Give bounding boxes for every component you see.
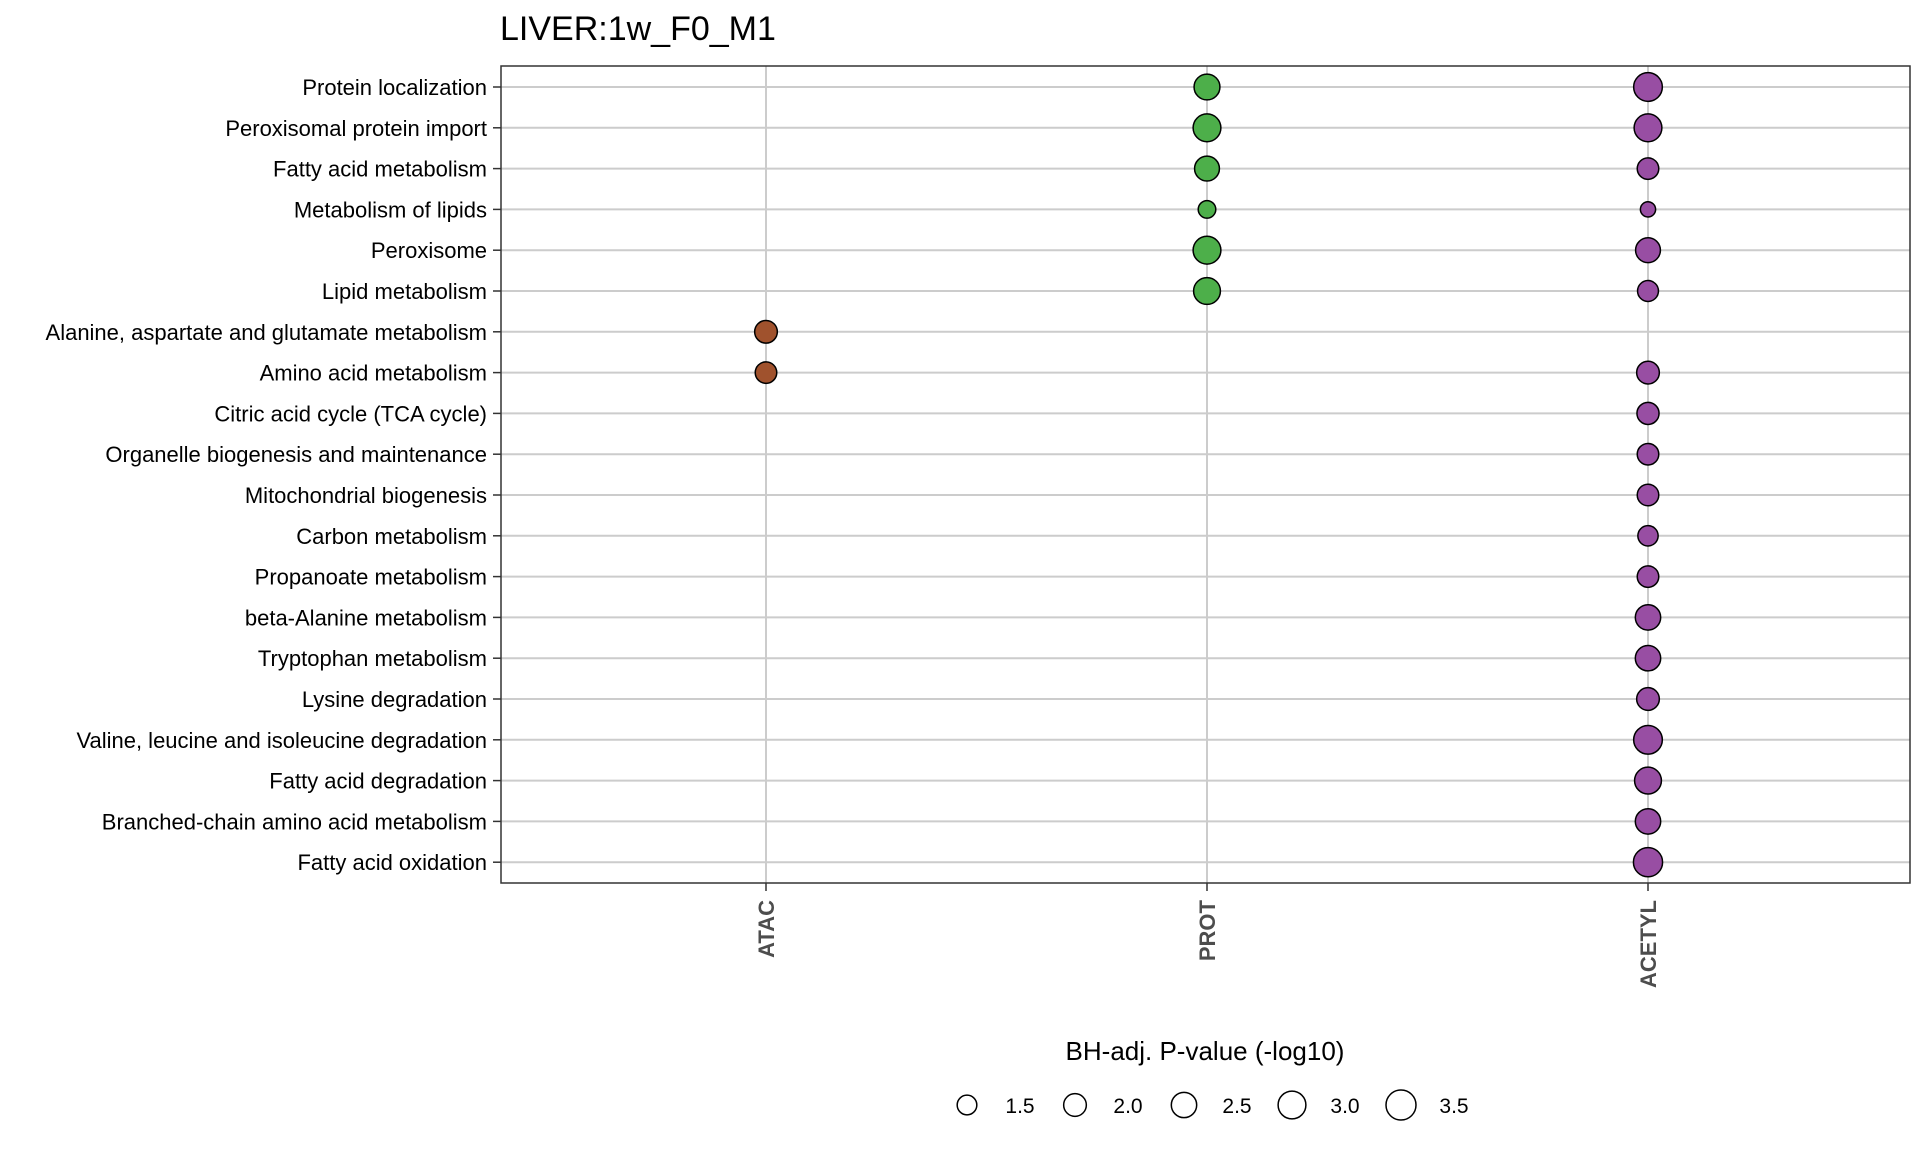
x-tick-label: PROT [1195, 899, 1220, 961]
legend-items: 1.5 2.0 2.5 3.0 3.5 [956, 1089, 1469, 1121]
bubble-acetyl [1634, 807, 1662, 835]
y-tick-label: Peroxisomal protein import [225, 116, 487, 141]
bubble-acetyl [1636, 279, 1660, 303]
x-tick-label: ACETYL [1636, 900, 1661, 988]
y-tick-label: Lipid metabolism [322, 279, 487, 304]
y-axis: Protein localization Peroxisomal protein … [46, 75, 501, 875]
bubble-prot [1193, 73, 1221, 101]
bubble-acetyl [1632, 724, 1664, 755]
y-tick-label: Valine, leucine and isoleucine degradati… [76, 728, 487, 753]
x-axis: ATAC PROT ACETYL [754, 883, 1661, 988]
bubble-prot [1192, 113, 1222, 143]
y-tick-label: Propanoate metabolism [255, 565, 487, 590]
bubble-acetyl [1636, 483, 1660, 507]
legend-key [1170, 1091, 1198, 1119]
y-tick-label: Metabolism of lipids [294, 197, 487, 222]
legend-key [956, 1094, 978, 1116]
panel-border [500, 65, 1911, 884]
y-tick-label: Alanine, aspartate and glutamate metabol… [46, 320, 487, 345]
y-tick-label: Amino acid metabolism [260, 361, 487, 386]
legend-label: 2.0 [1113, 1095, 1142, 1118]
y-tick-label: Citric acid cycle (TCA cycle) [214, 401, 487, 426]
bubble-acetyl [1635, 686, 1661, 712]
bubble-acetyl [1634, 644, 1662, 672]
y-tick-label: Mitochondrial biogenesis [245, 483, 487, 508]
legend-title: BH-adj. P-value (-log10) [1066, 1036, 1345, 1066]
y-tick-label: Carbon metabolism [296, 524, 487, 549]
y-tick-label: Fatty acid oxidation [297, 850, 487, 875]
legend-key [1277, 1090, 1307, 1120]
y-tick-label: Protein localization [302, 75, 487, 100]
bubble-prot [1197, 199, 1217, 219]
y-tick-label: beta-Alanine metabolism [245, 605, 487, 630]
legend-label: 3.0 [1330, 1095, 1359, 1118]
bubble-acetyl [1639, 201, 1657, 218]
bubble-acetyl [1632, 71, 1664, 103]
bubble-acetyl [1633, 113, 1663, 143]
legend-key [1385, 1089, 1417, 1121]
bubble-acetyl [1636, 565, 1660, 589]
y-tick-label: Branched-chain amino acid metabolism [102, 809, 487, 834]
x-tick-label: ATAC [754, 900, 779, 958]
y-tick-label: Fatty acid degradation [269, 769, 487, 794]
y-tick-label: Fatty acid metabolism [273, 157, 487, 182]
bubble-acetyl [1636, 442, 1660, 466]
bubble-acetyl [1634, 603, 1662, 631]
bubble-prot [1192, 235, 1222, 265]
y-tick-label: Lysine degradation [302, 687, 487, 712]
bubble-acetyl [1633, 766, 1663, 795]
bubble-prot [1192, 276, 1222, 306]
bubble-acetyl [1636, 157, 1660, 181]
bubble-acetyl [1634, 237, 1662, 264]
bubble-acetyl [1637, 524, 1659, 547]
size-legend: BH-adj. P-value (-log10) 1.5 2.0 2.5 3.0 3.5 [956, 1036, 1469, 1121]
bubble-acetyl [1632, 846, 1664, 878]
points-layer [753, 71, 1664, 878]
bubble-acetyl [1636, 401, 1660, 426]
chart-title: LIVER:1w_F0_M1 [500, 10, 776, 48]
legend-key [1062, 1092, 1088, 1118]
bubble-prot [1193, 155, 1221, 182]
y-tick-label: Tryptophan metabolism [258, 646, 487, 671]
bubble-atac [753, 319, 779, 344]
legend-label: 3.5 [1439, 1095, 1468, 1118]
grid-layer [501, 66, 1910, 883]
legend-label: 2.5 [1222, 1095, 1251, 1118]
bubble-acetyl [1635, 360, 1661, 385]
legend-label: 1.5 [1005, 1095, 1034, 1118]
y-tick-label: Organelle biogenesis and maintenance [105, 442, 487, 467]
y-tick-label: Peroxisome [371, 238, 487, 263]
bubble-atac [754, 361, 778, 385]
